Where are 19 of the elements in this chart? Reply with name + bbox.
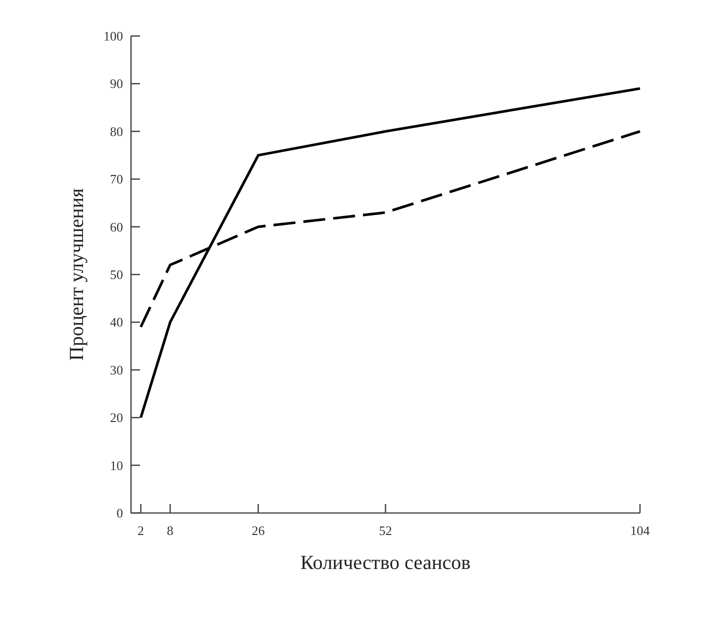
y-axis-title: Процент улучшения — [66, 188, 88, 361]
y-tick-label: 90 — [110, 76, 123, 92]
y-tick-label: 50 — [110, 267, 123, 282]
x-tick-label: 52 — [379, 523, 392, 538]
y-tick-label: 70 — [110, 172, 123, 187]
y-tick-label: 0 — [116, 506, 123, 520]
y-tick-label: 100 — [104, 28, 123, 44]
x-axis-title: Количество сеансов — [300, 552, 471, 574]
y-tick-label: 80 — [110, 124, 123, 139]
y-tick-label: 40 — [110, 314, 123, 330]
x-tick-label: 8 — [166, 523, 174, 538]
x-tick-label: 26 — [252, 523, 266, 538]
line-series — [139, 87, 642, 419]
y-tick-label: 30 — [110, 362, 123, 378]
y-tick-label: 10 — [110, 458, 123, 473]
y-tick-label: 60 — [110, 219, 123, 234]
x-tick-label: 2 — [138, 523, 144, 538]
x-tick-label: 104 — [630, 523, 650, 538]
y-tick-label: 20 — [110, 410, 123, 426]
